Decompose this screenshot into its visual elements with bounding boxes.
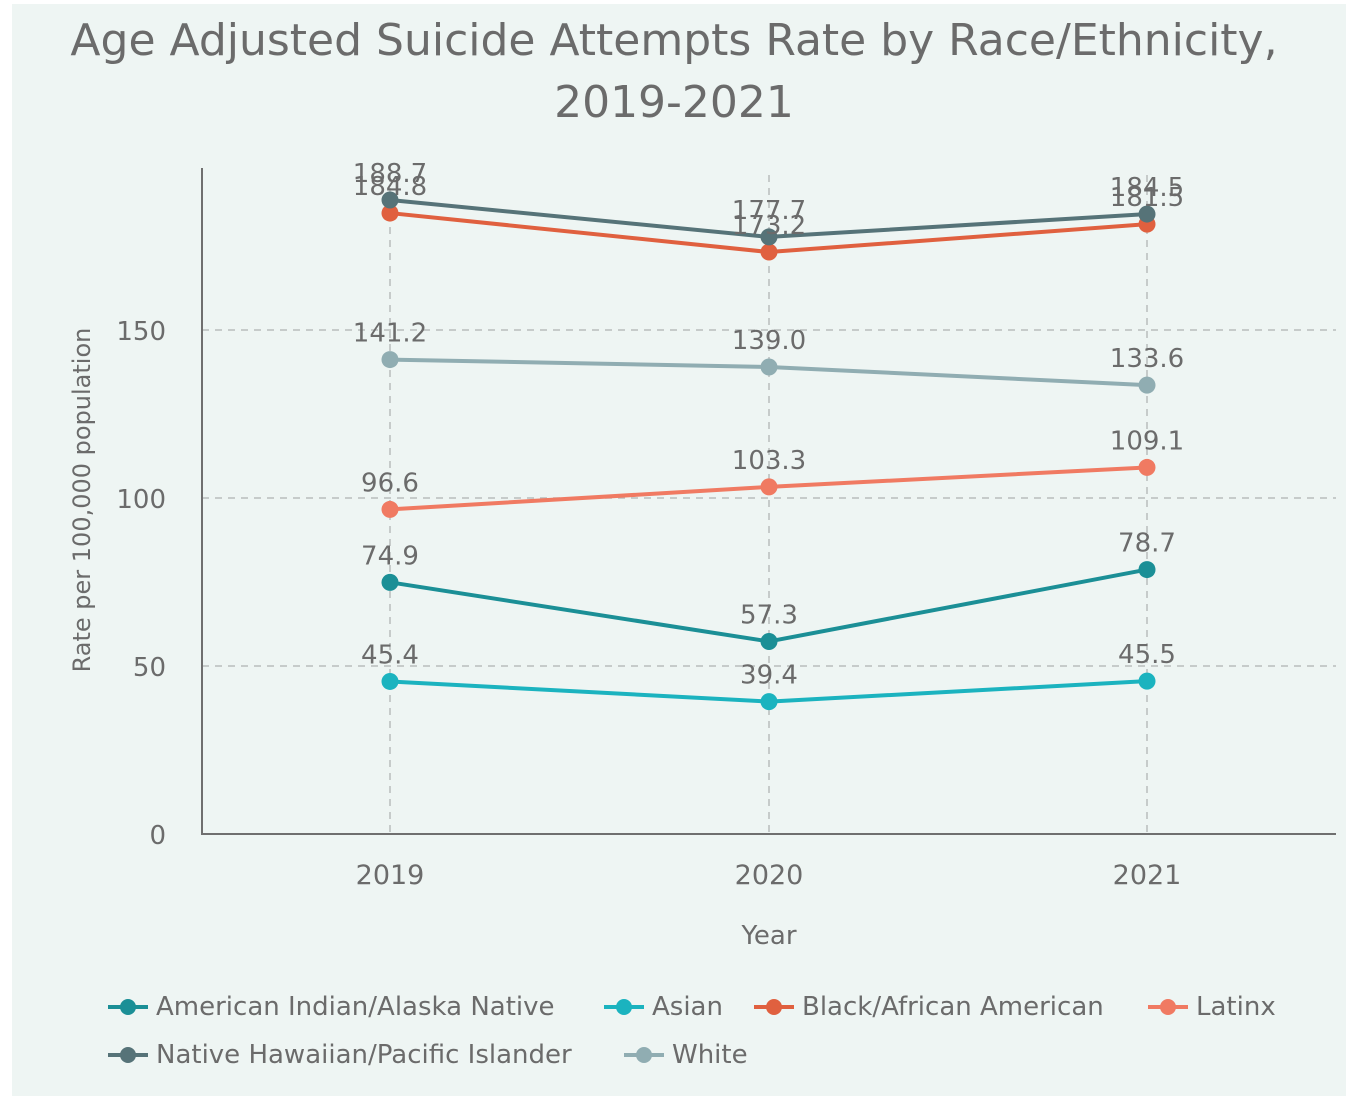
legend-swatch (1148, 999, 1188, 1015)
data-label: 109.1 (1110, 426, 1184, 456)
data-point[interactable] (1138, 672, 1156, 690)
legend-item[interactable]: Native Hawaiian/Pacific Islander (108, 1038, 728, 1072)
legend-item[interactable]: White (624, 1038, 1244, 1072)
legend-label: American Indian/Alaska Native (156, 992, 555, 1022)
data-label: 184.8 (353, 172, 427, 202)
chart-panel (12, 4, 1346, 1096)
data-point[interactable] (1138, 561, 1156, 579)
legend-swatch (604, 999, 644, 1015)
legend-label: White (672, 1040, 748, 1070)
y-tick-label: 50 (133, 653, 166, 683)
chart-title-line-1: Age Adjusted Suicide Attempts Rate by Ra… (70, 15, 1278, 66)
data-label: 188.7 (353, 159, 427, 189)
data-point[interactable] (381, 672, 399, 690)
data-point[interactable] (760, 632, 778, 650)
data-point[interactable] (381, 351, 399, 369)
legend-item[interactable]: Asian (604, 990, 1224, 1024)
data-labels: 74.9 57.3 78.7 45.4 39.4 45.5 184.8 173.2 181.5 9… (353, 159, 1184, 691)
data-label: 96.6 (361, 468, 419, 498)
data-label: 141.2 (353, 319, 427, 349)
data-point[interactable] (1138, 376, 1156, 394)
data-point[interactable] (381, 500, 399, 518)
y-tick-label: 0 (149, 821, 166, 851)
legend-label: Native Hawaiian/Pacific Islander (156, 1040, 572, 1070)
data-point[interactable] (381, 204, 399, 222)
data-point[interactable] (381, 573, 399, 591)
legend-label: Black/African American (802, 992, 1104, 1022)
data-label: 184.5 (1110, 173, 1184, 203)
data-point[interactable] (760, 358, 778, 376)
legend-label: Asian (652, 992, 723, 1022)
data-label: 181.5 (1110, 183, 1184, 213)
grid-lines (202, 175, 1336, 834)
data-label: 177.7 (732, 196, 806, 226)
data-label: 139.0 (732, 326, 806, 356)
data-label: 45.4 (361, 640, 419, 670)
chart-title: Age Adjusted Suicide Attempts Rate by Ra… (0, 10, 1348, 134)
x-tick-label: 2019 (356, 860, 425, 891)
data-point[interactable] (1138, 205, 1156, 223)
data-point[interactable] (1138, 458, 1156, 476)
data-label: 173.2 (732, 211, 806, 241)
data-label: 78.7 (1118, 529, 1176, 559)
axes: 0 50 100 150 2019 2020 2021 Year Rate per 100,00… (68, 168, 1336, 951)
legend-swatch (108, 999, 148, 1015)
data-label: 57.3 (740, 600, 798, 630)
legend-item[interactable]: Black/African American (754, 990, 1348, 1024)
x-axis-title: Year (740, 921, 796, 951)
data-label: 103.3 (732, 446, 806, 476)
y-axis-title: Rate per 100,000 population (68, 328, 96, 673)
legend-item[interactable]: American Indian/Alaska Native (108, 990, 728, 1024)
data-label: 39.4 (740, 661, 798, 691)
data-label: 45.5 (1118, 640, 1176, 670)
legend-label: Latinx (1196, 992, 1276, 1022)
data-point[interactable] (760, 243, 778, 261)
x-tick-label: 2021 (1113, 860, 1182, 891)
legend-item[interactable]: Latinx (1148, 990, 1348, 1024)
data-point[interactable] (760, 478, 778, 496)
data-point[interactable] (760, 693, 778, 711)
series-lines (381, 191, 1156, 711)
x-tick-label: 2020 (735, 860, 804, 891)
y-tick-label: 100 (116, 485, 166, 515)
legend-swatch (108, 1047, 148, 1063)
data-point[interactable] (760, 228, 778, 246)
data-point[interactable] (381, 191, 399, 209)
y-tick-label: 150 (116, 317, 166, 347)
data-label: 133.6 (1110, 344, 1184, 374)
data-label: 74.9 (361, 541, 419, 571)
legend-swatch (754, 999, 794, 1015)
legend-swatch (624, 1047, 664, 1063)
chart-title-line-2: 2019-2021 (554, 77, 794, 128)
